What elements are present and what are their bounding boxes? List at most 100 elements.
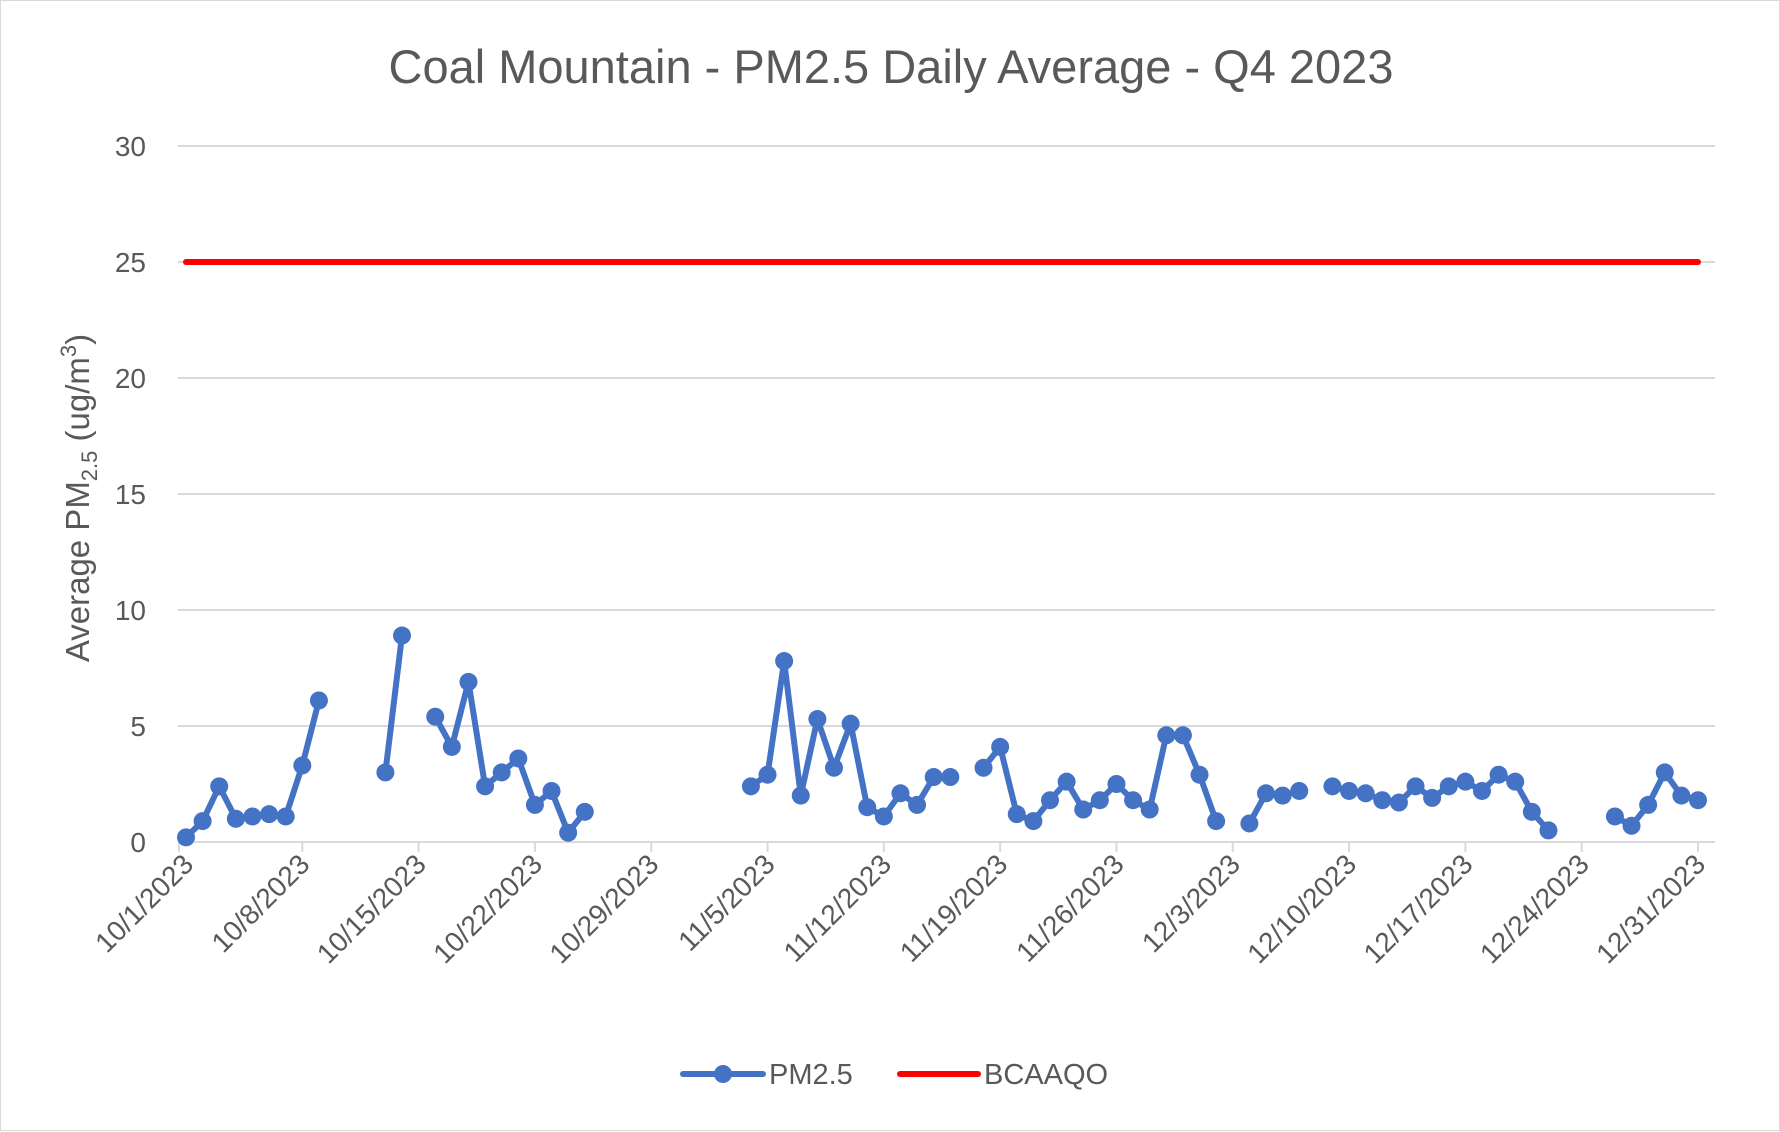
legend-item-bcaaqo: BCAAQO [897, 1059, 1108, 1091]
legend-label-bcaaqo: BCAAQO [984, 1059, 1108, 1091]
data-point-pm25 [1074, 800, 1093, 819]
data-point-pm25 [1340, 781, 1359, 800]
data-point-pm25 [791, 786, 810, 805]
x-tick-label: 12/31/2023 [1590, 848, 1711, 969]
data-point-pm25 [1257, 784, 1275, 803]
x-tick-label: 10/8/2023 [206, 848, 316, 958]
y-axis-label-main: Average PM [59, 481, 96, 662]
data-point-pm25 [542, 781, 561, 800]
series-line-pm25 [747, 658, 954, 820]
data-point-pm25 [442, 737, 461, 756]
data-point-pm25 [210, 777, 229, 796]
data-point-pm25 [741, 777, 760, 796]
legend-label-pm25: PM2.5 [769, 1059, 853, 1091]
data-point-pm25 [525, 795, 544, 814]
x-tick-label: 12/17/2023 [1358, 848, 1479, 969]
data-point-pm25 [1373, 791, 1392, 810]
data-point-pm25 [1539, 821, 1558, 840]
data-point-pm25 [1124, 791, 1143, 810]
data-point-pm25 [1057, 772, 1076, 791]
data-point-pm25 [1406, 777, 1425, 796]
data-point-pm25 [509, 749, 528, 768]
legend: PM2.5 BCAAQO [680, 1059, 1108, 1091]
data-point-pm25 [1290, 781, 1309, 800]
data-point-pm25 [1522, 802, 1541, 821]
data-point-pm25 [276, 807, 295, 826]
data-point-pm25 [908, 795, 927, 814]
x-tick-label: 12/3/2023 [1136, 848, 1246, 958]
data-point-pm25 [1041, 791, 1059, 810]
series-layer [177, 259, 1707, 847]
data-point-pm25 [1439, 777, 1458, 796]
y-tick-label-30: 30 [115, 131, 146, 162]
data-point-pm25 [492, 763, 511, 782]
data-point-pm25 [177, 828, 195, 847]
data-point-pm25 [1107, 775, 1126, 793]
data-point-pm25 [1173, 726, 1192, 745]
data-point-pm25 [1389, 793, 1408, 812]
data-point-pm25 [1689, 791, 1707, 810]
x-tick-label: 10/15/2023 [311, 848, 432, 969]
data-point-pm25 [193, 812, 212, 831]
data-point-pm25 [825, 758, 843, 777]
data-point-pm25 [559, 823, 578, 842]
data-point-pm25 [459, 672, 478, 691]
data-point-pm25 [1007, 805, 1026, 824]
data-point-pm25 [775, 652, 794, 671]
data-point-pm25 [426, 707, 445, 726]
y-tick-label-5: 5 [130, 711, 146, 742]
x-tick-label: 10/22/2023 [427, 848, 548, 969]
y-tick-labels: 0 5 10 15 20 25 30 [115, 131, 146, 858]
x-tick-label: 11/26/2023 [1010, 848, 1130, 968]
data-point-pm25 [1323, 777, 1342, 796]
chart-title: Coal Mountain - PM2.5 Daily Average - Q4… [389, 40, 1394, 93]
y-axis-label: Average PM2.5 (ug/m3) [56, 334, 102, 662]
legend-marker-pm25 [714, 1065, 732, 1083]
data-point-pm25 [1672, 786, 1691, 805]
data-point-pm25 [1024, 812, 1043, 831]
data-point-pm25 [974, 758, 993, 777]
data-point-pm25 [1655, 763, 1674, 782]
data-point-pm25 [1140, 800, 1159, 819]
x-tick-label: 11/5/2023 [672, 848, 781, 957]
y-axis-label-close: ) [59, 334, 96, 345]
y-axis-label-unit: (ug/m [59, 357, 96, 451]
data-point-pm25 [1605, 807, 1624, 826]
data-point-pm25 [1157, 726, 1176, 745]
data-point-pm25 [1090, 791, 1109, 810]
data-point-pm25 [1506, 772, 1525, 791]
x-axis: 10/1/2023 10/8/202310/15/202310/22/202310… [89, 841, 1715, 969]
y-tick-label-25: 25 [115, 247, 146, 278]
data-point-pm25 [1456, 772, 1475, 791]
data-point-pm25 [243, 807, 262, 826]
data-point-pm25 [260, 805, 279, 824]
legend-item-pm25: PM2.5 [680, 1059, 853, 1091]
y-tick-label-15: 15 [115, 479, 146, 510]
data-point-pm25 [758, 765, 777, 784]
y-axis-label-sub: 2.5 [77, 451, 102, 482]
data-point-pm25 [991, 737, 1010, 756]
data-point-pm25 [808, 710, 827, 729]
x-tick-label: 12/24/2023 [1474, 848, 1595, 969]
x-tick-label: 10/1/2023 [89, 848, 199, 958]
data-point-pm25 [226, 809, 245, 828]
series-line-pm25 [382, 632, 405, 776]
series-line-pm25 [432, 678, 588, 836]
data-point-pm25 [376, 763, 395, 782]
data-point-pm25 [891, 784, 910, 803]
x-tick-label: 10/29/2023 [543, 848, 664, 969]
y-tick-label-20: 20 [115, 363, 146, 394]
data-point-pm25 [1273, 786, 1292, 805]
data-point-pm25 [575, 802, 594, 821]
data-point-pm25 [293, 756, 312, 775]
data-point-pm25 [393, 626, 411, 645]
data-point-pm25 [1639, 795, 1658, 814]
y-tick-label-10: 10 [115, 595, 146, 626]
data-point-pm25 [1473, 781, 1491, 800]
data-point-pm25 [841, 714, 860, 733]
data-point-pm25 [941, 768, 960, 787]
data-point-pm25 [309, 691, 328, 710]
data-point-pm25 [1240, 814, 1259, 833]
